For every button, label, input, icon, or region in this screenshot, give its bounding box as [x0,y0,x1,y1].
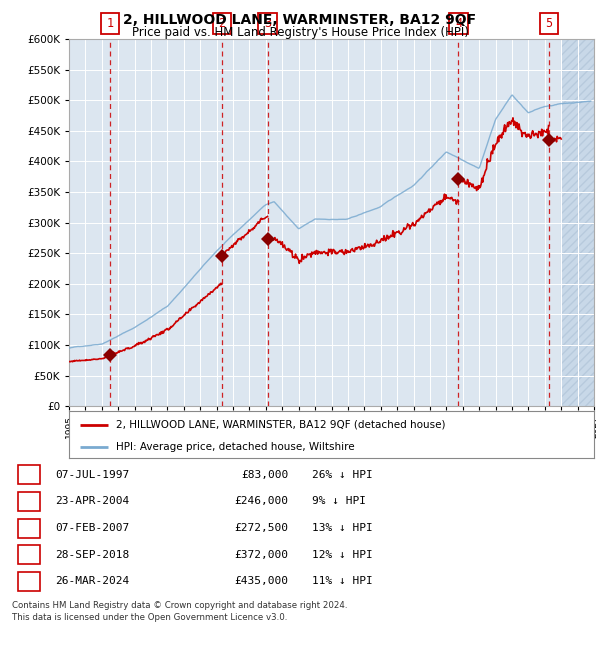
Text: £435,000: £435,000 [235,577,289,586]
Text: 26% ↓ HPI: 26% ↓ HPI [311,470,372,480]
FancyBboxPatch shape [18,492,40,511]
Text: 2: 2 [25,497,32,506]
Text: Contains HM Land Registry data © Crown copyright and database right 2024.: Contains HM Land Registry data © Crown c… [12,601,347,610]
FancyBboxPatch shape [18,545,40,564]
Text: Price paid vs. HM Land Registry's House Price Index (HPI): Price paid vs. HM Land Registry's House … [131,26,469,39]
Bar [561,39,594,406]
Text: 9% ↓ HPI: 9% ↓ HPI [311,497,365,506]
Text: HPI: Average price, detached house, Wiltshire: HPI: Average price, detached house, Wilt… [116,441,355,452]
Text: 28-SEP-2018: 28-SEP-2018 [55,550,130,560]
FancyBboxPatch shape [18,465,40,484]
Bar [561,39,594,406]
FancyBboxPatch shape [539,13,557,34]
Text: £272,500: £272,500 [235,523,289,533]
Text: 1: 1 [107,17,114,30]
Text: 07-JUL-1997: 07-JUL-1997 [55,470,130,480]
Text: 13% ↓ HPI: 13% ↓ HPI [311,523,372,533]
Text: £246,000: £246,000 [235,497,289,506]
FancyBboxPatch shape [449,13,467,34]
FancyBboxPatch shape [18,572,40,591]
FancyBboxPatch shape [213,13,231,34]
Text: £83,000: £83,000 [241,470,289,480]
Text: 3: 3 [264,17,271,30]
Text: 4: 4 [455,17,462,30]
Text: 5: 5 [25,577,32,586]
Text: 4: 4 [25,550,32,560]
Text: 3: 3 [25,523,32,533]
Text: 26-MAR-2024: 26-MAR-2024 [55,577,130,586]
FancyBboxPatch shape [101,13,119,34]
Text: 07-FEB-2007: 07-FEB-2007 [55,523,130,533]
Text: This data is licensed under the Open Government Licence v3.0.: This data is licensed under the Open Gov… [12,613,287,622]
Text: 2: 2 [218,17,226,30]
Text: 23-APR-2004: 23-APR-2004 [55,497,130,506]
FancyBboxPatch shape [18,519,40,538]
Text: 2, HILLWOOD LANE, WARMINSTER, BA12 9QF: 2, HILLWOOD LANE, WARMINSTER, BA12 9QF [124,13,476,27]
Text: 12% ↓ HPI: 12% ↓ HPI [311,550,372,560]
Text: 5: 5 [545,17,552,30]
Text: 2, HILLWOOD LANE, WARMINSTER, BA12 9QF (detached house): 2, HILLWOOD LANE, WARMINSTER, BA12 9QF (… [116,419,446,430]
Text: 1: 1 [25,470,32,480]
Text: £372,000: £372,000 [235,550,289,560]
Text: 11% ↓ HPI: 11% ↓ HPI [311,577,372,586]
FancyBboxPatch shape [259,13,277,34]
